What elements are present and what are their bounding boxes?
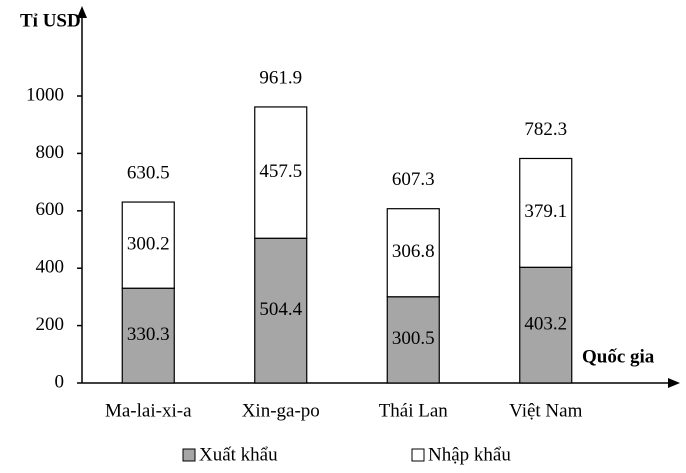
x-tick-label: Ma-lai-xi-a	[105, 400, 192, 421]
y-axis-arrow	[77, 6, 87, 18]
x-tick-label: Xin-ga-po	[242, 400, 320, 421]
bar-segment	[254, 237, 308, 384]
bar-segment	[121, 201, 175, 289]
bar-segment	[386, 296, 440, 384]
value-label: 300.5	[392, 328, 435, 349]
total-label: 782.3	[524, 119, 567, 140]
bar-segment	[519, 157, 573, 268]
x-axis-arrow	[668, 378, 680, 388]
y-tick-label: 1000	[26, 84, 64, 105]
value-label: 330.3	[127, 324, 170, 345]
x-tick-label: Thái Lan	[379, 400, 449, 421]
y-tick-label: 200	[36, 314, 65, 335]
legend-label: Nhập khẩu	[428, 444, 511, 465]
y-tick-label: 800	[36, 142, 65, 163]
bar-segment	[386, 208, 440, 298]
bar-segment	[254, 106, 308, 239]
total-label: 630.5	[127, 162, 170, 183]
value-label: 504.4	[259, 299, 302, 320]
x-tick-label: Việt Nam	[509, 400, 582, 421]
y-axis-label: Tỉ USD	[20, 10, 81, 31]
legend-swatch	[411, 448, 425, 462]
value-label: 300.2	[127, 233, 170, 254]
value-label: 379.1	[524, 201, 567, 222]
legend-swatch	[182, 448, 196, 462]
legend-label: Xuất khẩu	[199, 444, 278, 465]
y-tick-label: 0	[55, 371, 65, 392]
value-label: 457.5	[259, 161, 302, 182]
bar-segment	[121, 287, 175, 384]
x-axis-label: Quốc gia	[582, 346, 655, 367]
total-label: 607.3	[392, 169, 435, 190]
total-label: 961.9	[259, 67, 302, 88]
value-label: 403.2	[524, 314, 567, 335]
y-tick-label: 600	[36, 199, 65, 220]
y-tick-label: 400	[36, 257, 65, 278]
value-label: 306.8	[392, 241, 435, 262]
